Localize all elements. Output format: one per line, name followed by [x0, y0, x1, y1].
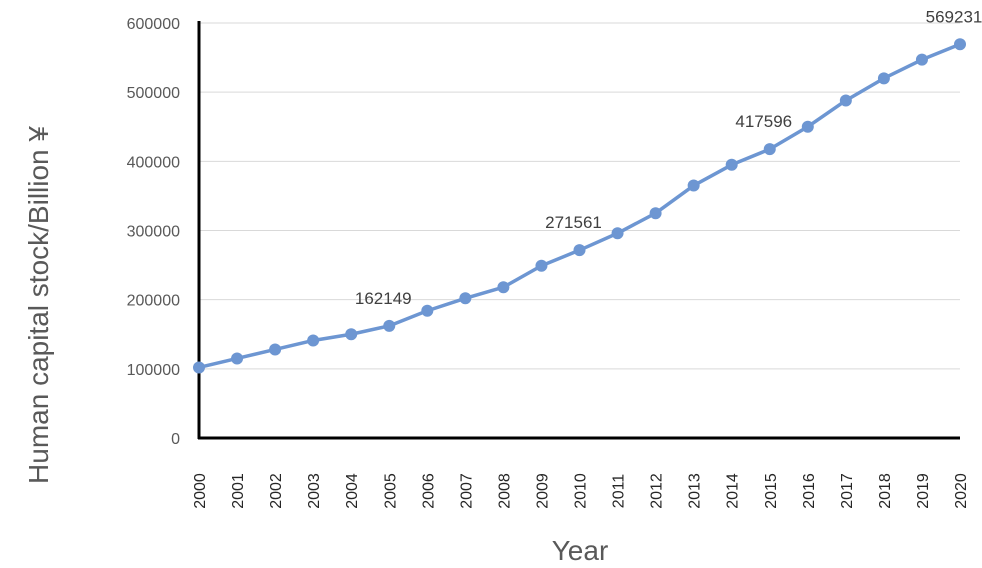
data-point	[839, 94, 852, 107]
data-label: 271561	[545, 213, 602, 232]
data-point	[915, 53, 928, 66]
x-tick-label: 2019	[915, 473, 932, 509]
series-layer	[193, 38, 966, 374]
data-point	[687, 179, 700, 192]
y-tick-label: 200000	[127, 293, 180, 310]
y-tick-label: 400000	[127, 154, 180, 171]
x-axis-title: Year	[552, 535, 609, 566]
x-tick-label: 2020	[953, 473, 970, 509]
x-tick-label: 2015	[763, 473, 780, 509]
y-tick-label: 500000	[127, 85, 180, 102]
data-label: 162149	[355, 289, 412, 308]
x-tick-label: 2000	[192, 473, 209, 509]
x-tick-label: 2016	[801, 473, 818, 509]
x-tick-label: 2017	[839, 473, 856, 509]
x-tick-label: 2009	[534, 473, 551, 509]
data-label: 417596	[735, 112, 792, 131]
data-point	[269, 343, 282, 356]
y-axis-title: Human capital stock/Billion ¥	[23, 126, 54, 484]
data-point	[231, 352, 244, 365]
data-point	[497, 281, 510, 294]
data-point	[954, 38, 966, 51]
data-point	[801, 120, 814, 133]
data-label: 569231	[926, 7, 982, 26]
y-axis-ticks: 0 100000 200000 300000 400000 500000 600000	[127, 16, 180, 448]
data-point	[877, 72, 890, 85]
x-tick-label: 2007	[458, 473, 475, 509]
data-point	[763, 143, 776, 156]
x-tick-label: 2011	[611, 474, 628, 509]
data-point	[459, 292, 472, 305]
y-tick-label: 0	[171, 431, 180, 448]
data-point	[421, 304, 434, 317]
data-point	[345, 328, 358, 341]
x-tick-label: 2010	[573, 473, 590, 509]
x-tick-label: 2004	[344, 473, 361, 509]
data-point	[193, 361, 205, 374]
data-point	[573, 244, 586, 257]
data-point	[383, 319, 396, 332]
data-labels: 162149 271561 417596 569231	[355, 7, 982, 308]
data-point	[649, 207, 662, 220]
y-tick-label: 600000	[127, 16, 180, 33]
x-tick-label: 2008	[496, 473, 513, 509]
y-tick-label: 300000	[127, 224, 180, 241]
x-tick-label: 2002	[268, 473, 285, 509]
x-tick-label: 2006	[420, 473, 437, 509]
data-point	[307, 334, 320, 347]
x-tick-label: 2005	[382, 473, 399, 509]
gridlines	[199, 22, 960, 370]
x-tick-label: 2018	[877, 473, 894, 509]
y-tick-label: 100000	[127, 362, 180, 379]
x-tick-label: 2014	[725, 473, 742, 509]
data-point	[725, 158, 738, 171]
x-tick-label: 2012	[649, 473, 666, 509]
data-point	[611, 227, 624, 240]
series-line	[197, 42, 962, 370]
x-tick-label: 2003	[306, 473, 323, 509]
x-tick-label: 2001	[230, 473, 247, 509]
x-tick-label: 2013	[687, 473, 704, 509]
x-axis-ticks: 2000 2001 2002 2003 2004 2005 2006 2007 2008 2009…	[192, 473, 970, 509]
data-point	[535, 259, 548, 272]
